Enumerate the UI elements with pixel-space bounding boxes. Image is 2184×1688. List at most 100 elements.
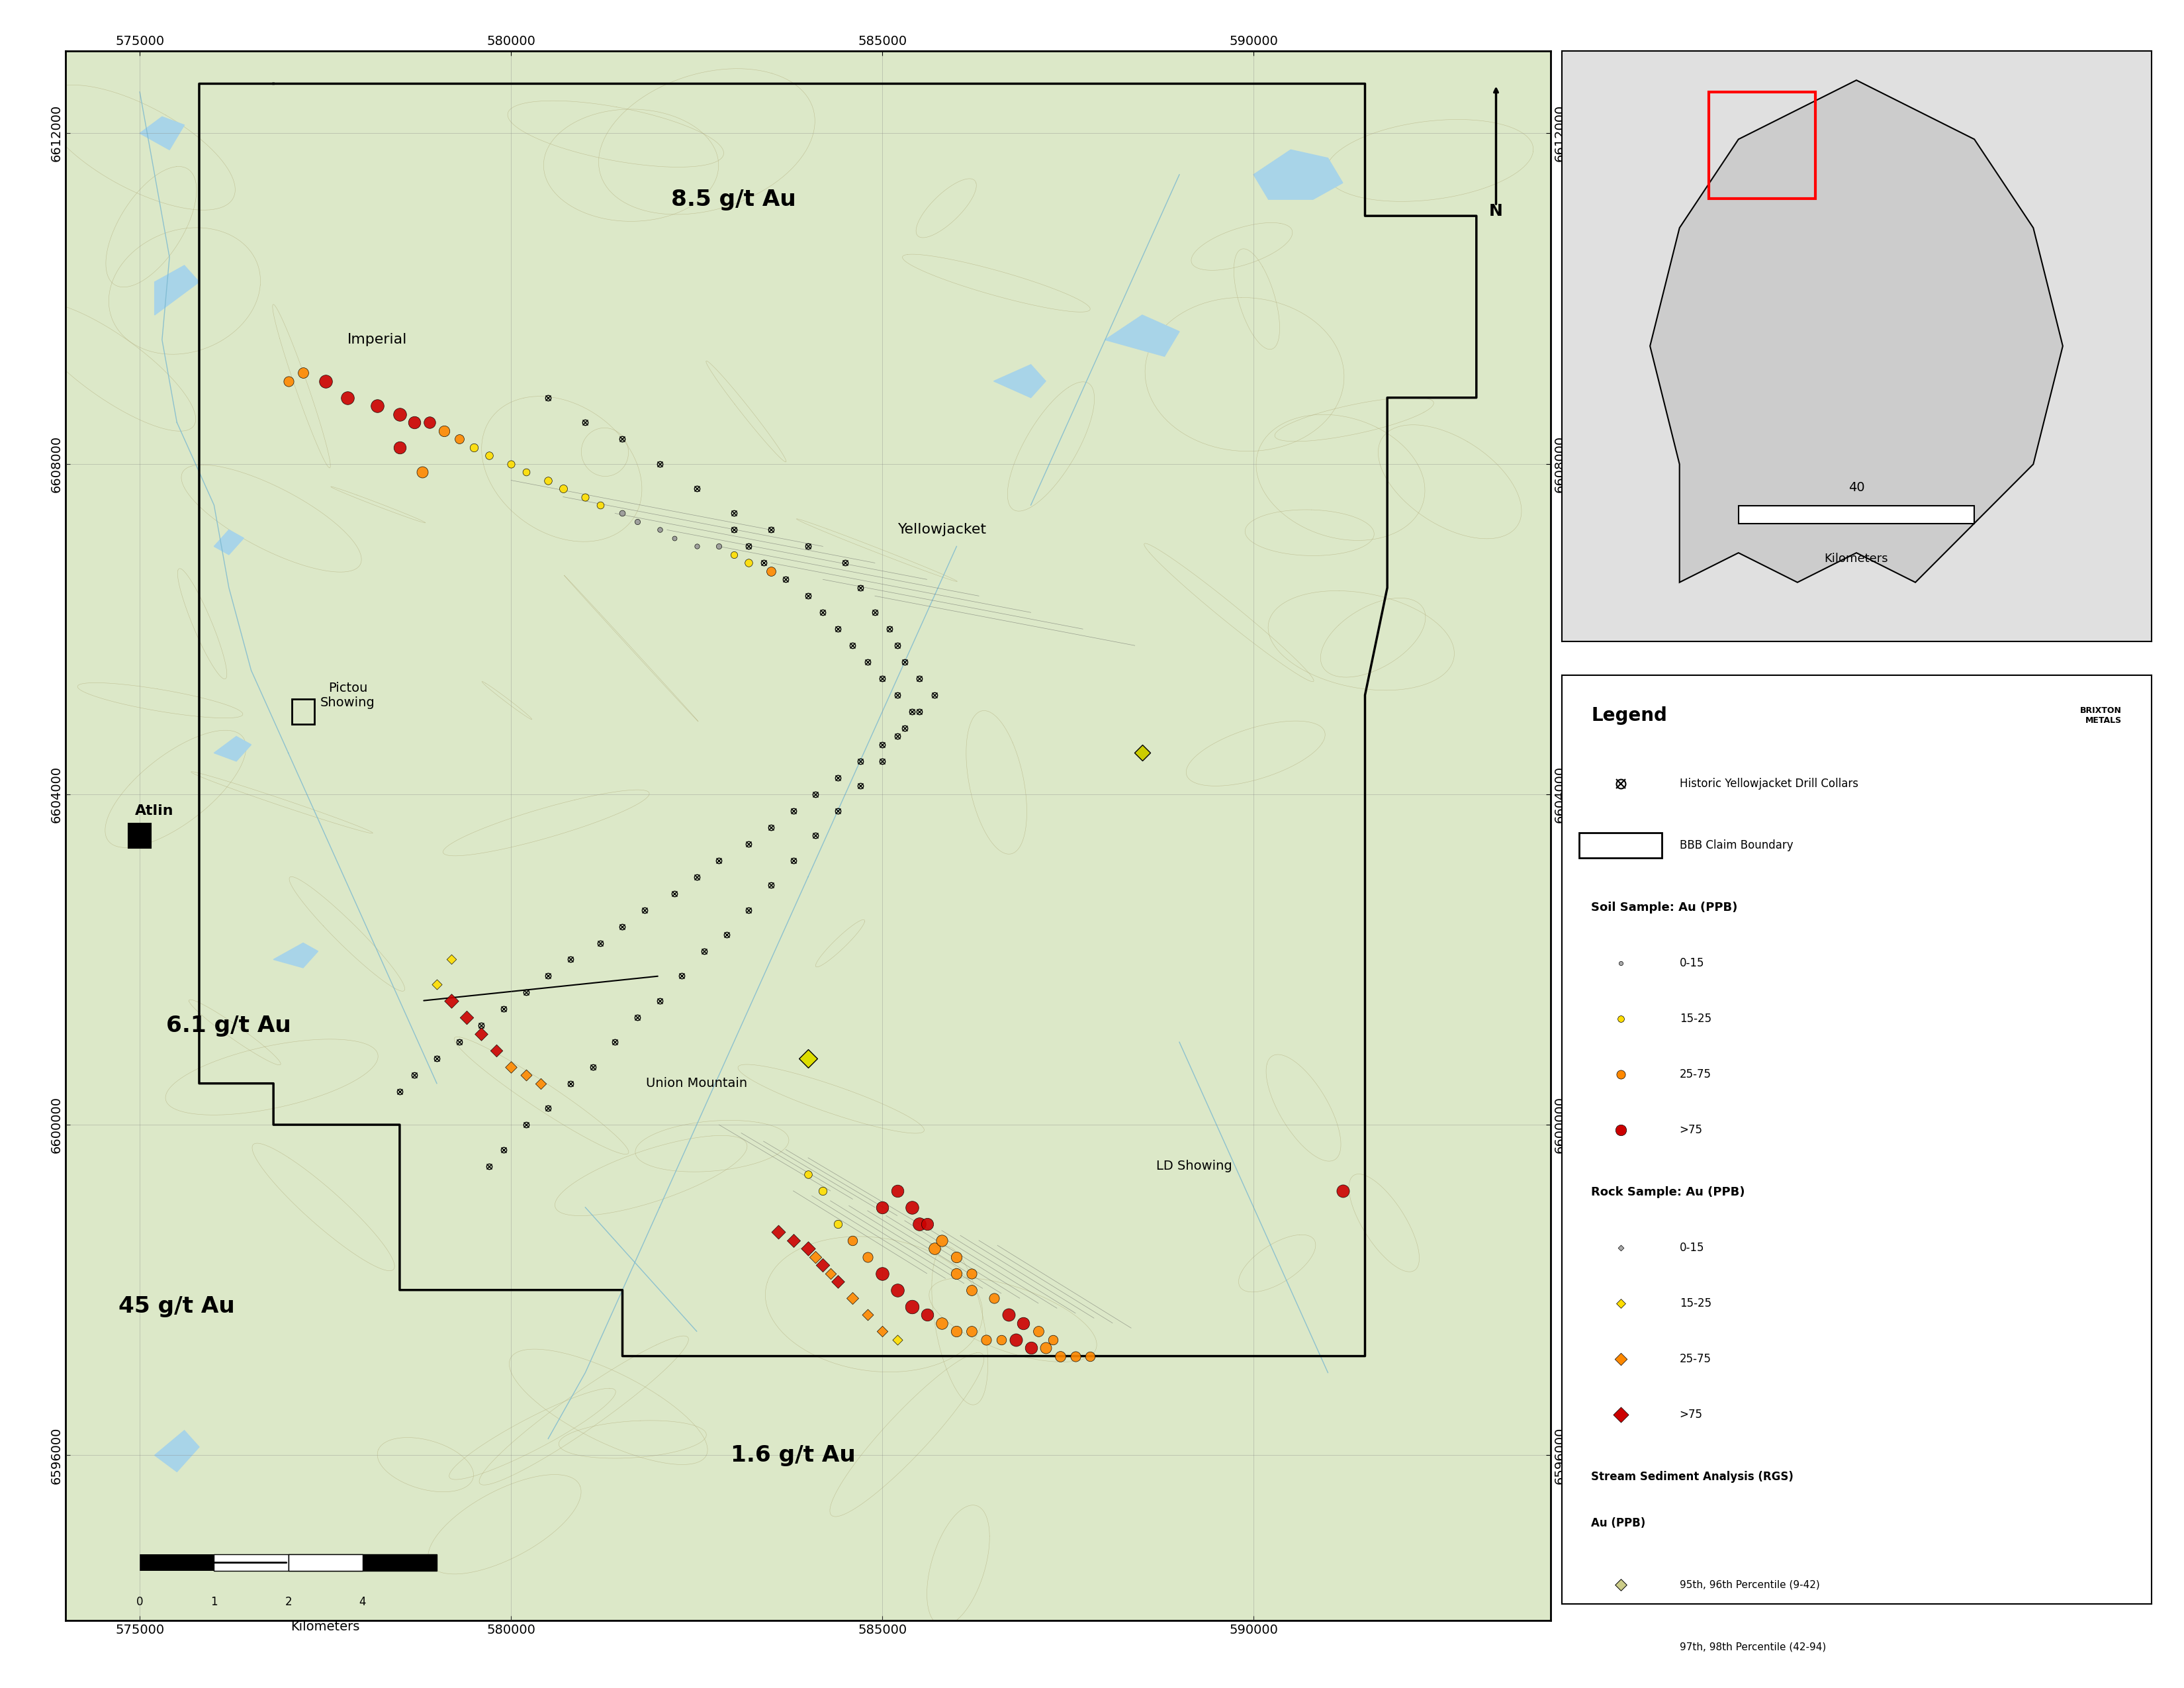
Point <box>397 408 432 436</box>
Point <box>939 1259 974 1286</box>
Bar <box>129 824 151 847</box>
Text: 0: 0 <box>135 1595 144 1607</box>
Text: 25-75: 25-75 <box>1679 1069 1712 1080</box>
Point <box>701 533 736 560</box>
Point <box>1125 739 1160 766</box>
Point <box>865 1318 900 1345</box>
Text: Union Mountain: Union Mountain <box>646 1077 747 1090</box>
Polygon shape <box>1254 150 1343 199</box>
Text: 1.6 g/t Au: 1.6 g/t Au <box>732 1445 856 1467</box>
Point <box>1057 1342 1092 1369</box>
Point <box>1044 1342 1079 1369</box>
Point <box>716 542 751 569</box>
Polygon shape <box>214 530 245 555</box>
Point <box>509 459 544 486</box>
Bar <box>288 1555 363 1572</box>
Polygon shape <box>214 736 251 761</box>
Point <box>679 533 714 560</box>
Point <box>753 557 788 584</box>
Text: 97th, 98th Percentile (42-94): 97th, 98th Percentile (42-94) <box>1679 1642 1826 1653</box>
Point <box>954 1276 989 1303</box>
Point <box>568 483 603 510</box>
Point <box>413 408 448 436</box>
Text: 25-75: 25-75 <box>1679 1354 1712 1366</box>
Point <box>917 1236 952 1263</box>
Text: Legend: Legend <box>1590 706 1666 724</box>
Point <box>1603 1062 1638 1089</box>
Point <box>546 474 581 501</box>
Text: 0-15: 0-15 <box>1679 1242 1704 1254</box>
Polygon shape <box>155 1430 199 1472</box>
Point <box>902 1210 937 1237</box>
Point <box>865 1259 900 1286</box>
Point <box>382 434 417 461</box>
Text: Rock Sample: Au (PPB): Rock Sample: Au (PPB) <box>1590 1187 1745 1198</box>
Polygon shape <box>273 944 319 967</box>
Point <box>463 1020 498 1047</box>
Point <box>1035 1327 1070 1354</box>
Point <box>806 1177 841 1204</box>
Point <box>775 1227 810 1254</box>
Point <box>1013 1334 1048 1361</box>
Polygon shape <box>140 116 183 150</box>
Polygon shape <box>155 265 199 316</box>
Point <box>880 1327 915 1354</box>
Text: Yellowjacket: Yellowjacket <box>898 523 987 537</box>
Text: Atlin: Atlin <box>135 803 175 817</box>
Point <box>909 1301 943 1328</box>
Text: Imperial: Imperial <box>347 333 406 346</box>
Text: Kilometers: Kilometers <box>1824 554 1889 565</box>
Point <box>924 1310 959 1337</box>
Bar <box>1738 506 1974 523</box>
Text: 0-15: 0-15 <box>1679 957 1704 969</box>
Text: 1: 1 <box>210 1595 218 1607</box>
Bar <box>288 1555 437 1572</box>
Text: Kilometers: Kilometers <box>290 1620 360 1632</box>
Point <box>791 1045 826 1072</box>
Point <box>850 1244 885 1271</box>
Polygon shape <box>1105 316 1179 356</box>
Polygon shape <box>994 365 1046 398</box>
Text: >75: >75 <box>1679 1124 1704 1136</box>
Bar <box>288 1555 363 1572</box>
Point <box>478 1036 513 1063</box>
Point <box>939 1318 974 1345</box>
Point <box>1603 1117 1638 1144</box>
Point <box>657 525 692 552</box>
Text: 95th, 96th Percentile (9-42): 95th, 96th Percentile (9-42) <box>1679 1580 1819 1590</box>
Point <box>791 1236 826 1263</box>
Point <box>456 434 491 461</box>
Point <box>791 1161 826 1188</box>
Point <box>472 442 507 469</box>
Point <box>1603 949 1638 976</box>
Point <box>583 491 618 518</box>
Text: N: N <box>1489 204 1503 219</box>
Point <box>821 1268 856 1295</box>
Text: BRIXTON
METALS: BRIXTON METALS <box>2079 706 2121 724</box>
Text: Stream Sediment Analysis (RGS): Stream Sediment Analysis (RGS) <box>1590 1470 1793 1482</box>
Point <box>450 1004 485 1031</box>
Point <box>642 517 677 544</box>
Point <box>895 1193 930 1220</box>
Point <box>954 1259 989 1286</box>
Point <box>1007 1310 1042 1337</box>
Point <box>1072 1342 1107 1369</box>
Text: 6.1 g/t Au: 6.1 g/t Au <box>166 1014 290 1036</box>
Point <box>760 1219 795 1246</box>
Point <box>806 1252 841 1280</box>
Point <box>1603 1234 1638 1261</box>
Point <box>1326 1177 1361 1204</box>
Text: 2: 2 <box>284 1595 293 1607</box>
Point <box>435 945 470 972</box>
Point <box>1603 1345 1638 1372</box>
Point <box>812 1259 847 1286</box>
Bar <box>1579 832 1662 858</box>
Text: LD Showing: LD Showing <box>1155 1160 1232 1173</box>
Polygon shape <box>1651 79 2062 582</box>
Point <box>330 385 365 412</box>
Text: 15-25: 15-25 <box>1679 1013 1712 1025</box>
Text: 40: 40 <box>1848 481 1865 493</box>
Text: BBB Claim Boundary: BBB Claim Boundary <box>1679 839 1793 851</box>
Point <box>1020 1318 1055 1345</box>
Point <box>821 1210 856 1237</box>
